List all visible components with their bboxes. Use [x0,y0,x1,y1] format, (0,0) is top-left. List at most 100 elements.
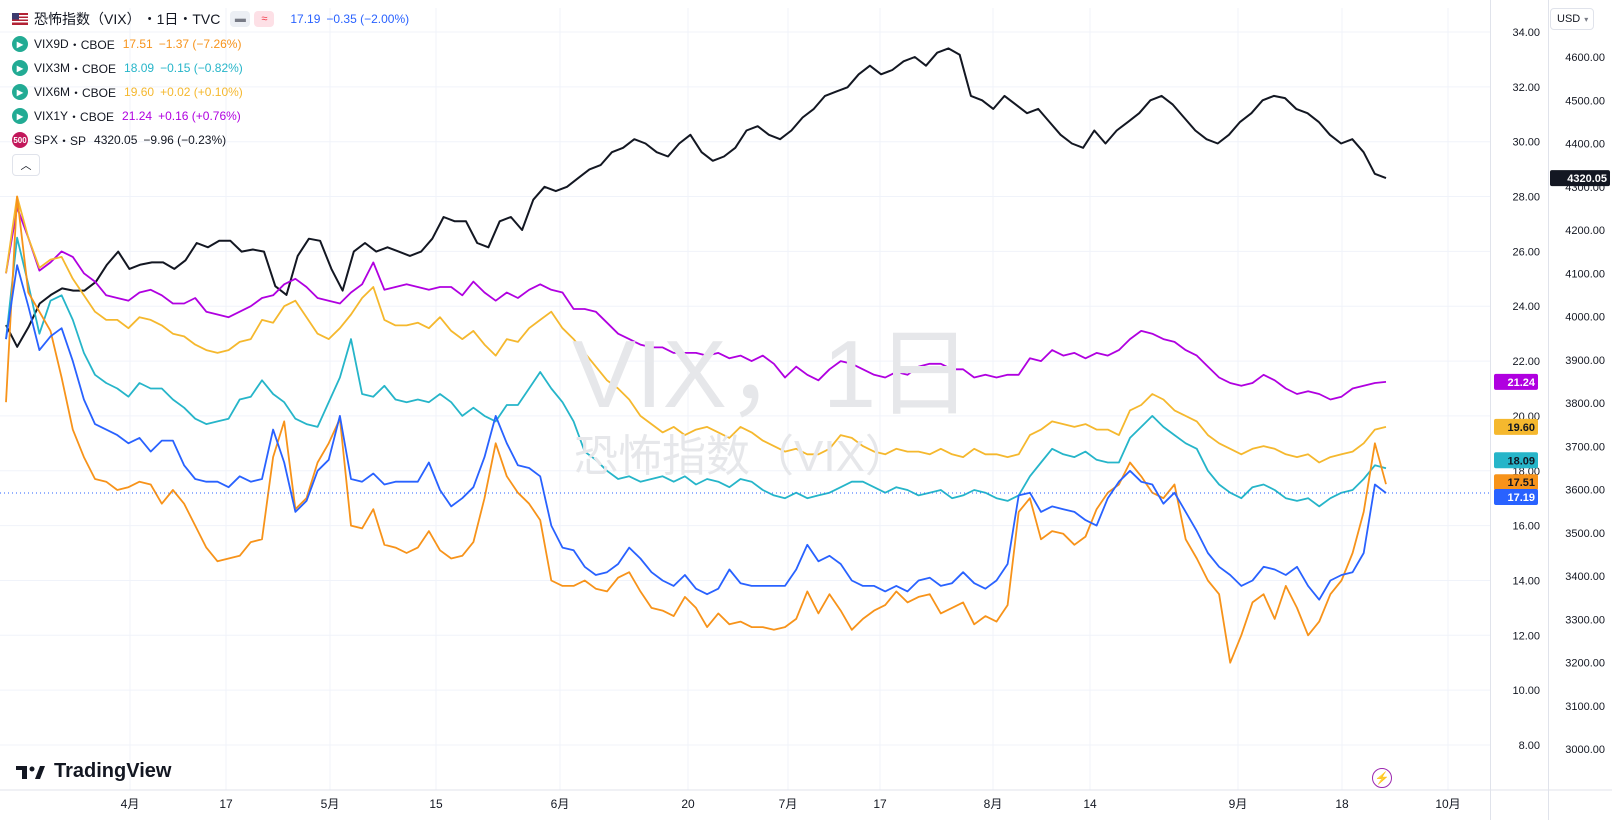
sp500-icon: 500 [12,132,28,148]
x-tick-label: 17 [873,797,887,811]
left-axis-tick-label: 12.00 [1512,630,1540,642]
left-axis-tick-label: 24.00 [1512,301,1540,313]
legend-symbol-name: VIX3M [34,61,71,75]
main-symbol-title: 恐怖指数（VIX） [34,11,141,27]
play-icon: ▶ [12,84,28,100]
series-line-vix6m [5,195,1387,464]
legend-value: 18.09 [124,61,155,75]
x-tick-label: 8月 [984,797,1003,811]
legend-row-vix9d[interactable]: ▶ VIX9D ・CBOE 17.51 −1.37 (−7.26%) [12,32,409,56]
left-axis-tick-label: 26.00 [1512,246,1540,258]
last-value-label-vix9d: 17.51 [1507,477,1535,489]
main-symbol-interval: ・1日・TVC [142,11,221,27]
last-value-label-vix6m: 19.60 [1507,422,1535,434]
legend-change: +0.16 (+0.76%) [158,109,241,123]
legend-symbol-name: SPX [34,133,59,147]
series-line-vix3m [5,236,1387,508]
right-axis-tick-label: 3300.00 [1565,614,1605,626]
right-price-axis[interactable] [1548,0,1612,820]
play-icon: ▶ [12,60,28,76]
legend-change: −1.37 (−7.26%) [158,37,242,51]
legend-value: 19.60 [124,85,155,99]
legend-main-row[interactable]: 恐怖指数（VIX） ・1日・TVC ▬ ≈ 17.19 −0.35 (−2.00… [12,6,409,32]
tradingview-logo[interactable]: TradingView [16,760,171,783]
play-icon: ▶ [12,36,28,52]
chevron-down-icon: ▾ [1584,14,1589,24]
last-value-badge-spx [1550,170,1610,187]
legend-exchange: ・CBOE [70,61,117,76]
right-axis-tick-label: 4100.00 [1565,268,1605,280]
main-symbol-value: 17.19 [290,12,321,26]
x-tick-label: 20 [681,797,695,811]
currency-selector[interactable]: USD ▾ [1550,8,1594,30]
last-value-badge-vix6m [1494,418,1538,435]
right-axis-tick-label: 3400.00 [1565,571,1605,583]
compare-mode-button[interactable]: ≈ [254,11,275,27]
chevron-up-icon: ︿ [20,160,32,172]
x-tick-label: 10月 [1435,797,1460,811]
right-axis-tick-label: 3600.00 [1565,485,1605,497]
series-line-spx [5,47,1387,348]
x-tick-label: 6月 [551,797,570,811]
currency-label: USD [1557,13,1581,25]
legend-exchange: ・CBOE [70,85,117,100]
x-tick-label: 4月 [121,797,140,811]
tradingview-mark-icon [16,765,45,779]
right-axis-tick-label: 3000.00 [1565,744,1605,756]
legend-exchange: ・SP [58,133,87,148]
right-axis-tick-label: 4000.00 [1565,312,1605,324]
series-line-vix1y [5,206,1387,401]
right-axis-tick-label: 3800.00 [1565,398,1605,410]
left-axis-tick-label: 14.00 [1512,575,1540,587]
last-value-label-vix3m: 18.09 [1507,455,1535,467]
last-value-label-vix1y: 21.24 [1507,377,1535,389]
left-axis-tick-label: 30.00 [1512,137,1540,149]
right-axis-tick-label: 4600.00 [1565,52,1605,64]
hide-series-button[interactable]: ▬ [230,11,251,27]
left-axis-tick-label: 8.00 [1519,740,1540,752]
right-axis-tick-label: 4200.00 [1565,225,1605,237]
right-axis-tick-label: 3900.00 [1565,355,1605,367]
last-value-badge-vix3m [1494,452,1538,469]
legend-row-spx[interactable]: 500 SPX ・SP 4320.05 −9.96 (−0.23%) [12,128,409,152]
legend-change: −0.15 (−0.82%) [160,61,243,75]
left-price-axis[interactable] [1490,0,1549,820]
legend-exchange: ・CBOE [68,109,115,124]
legend-row-vix3m[interactable]: ▶ VIX3M ・CBOE 18.09 −0.15 (−0.82%) [12,56,409,80]
legend-symbol-name: VIX1Y [34,109,69,123]
last-value-label-vix: 17.19 [1507,492,1535,504]
x-tick-label: 15 [429,797,443,811]
legend-value: 21.24 [122,109,153,123]
x-tick-label: 14 [1083,797,1097,811]
right-axis-tick-label: 3200.00 [1565,658,1605,670]
x-tick-label: 5月 [321,797,340,811]
left-axis-tick-label: 28.00 [1512,192,1540,204]
left-axis-tick-label: 16.00 [1512,521,1540,533]
x-tick-label: 17 [219,797,233,811]
legend-exchange: ・CBOE [68,37,115,52]
legend-symbol-name: VIX6M [34,85,71,99]
x-tick-label: 9月 [1229,797,1248,811]
legend-symbol-name: VIX9D [34,37,69,51]
last-value-badge-vix9d [1494,474,1538,491]
legend-value: 4320.05 [94,133,138,147]
us-flag-icon [12,13,28,25]
left-axis-tick-label: 10.00 [1512,685,1540,697]
right-axis-tick-label: 3100.00 [1565,701,1605,713]
play-icon: ▶ [12,108,28,124]
collapse-legend-button[interactable]: ︿ [12,154,40,176]
left-axis-tick-label: 22.00 [1512,356,1540,368]
legend-change: +0.02 (+0.10%) [160,85,243,99]
series-line-vix9d [5,195,1387,664]
legend-row-vix6m[interactable]: ▶ VIX6M ・CBOE 19.60 +0.02 (+0.10%) [12,80,409,104]
x-tick-label: 7月 [779,797,798,811]
legend-row-vix1y[interactable]: ▶ VIX1Y ・CBOE 21.24 +0.16 (+0.76%) [12,104,409,128]
right-axis-tick-label: 3700.00 [1565,441,1605,453]
left-axis-tick-label: 34.00 [1512,27,1540,39]
lightning-icon[interactable]: ⚡ [1372,768,1392,788]
last-value-badge-vix [1494,488,1538,505]
main-symbol-change: −0.35 (−2.00%) [326,12,410,26]
right-axis-tick-label: 3500.00 [1565,528,1605,540]
